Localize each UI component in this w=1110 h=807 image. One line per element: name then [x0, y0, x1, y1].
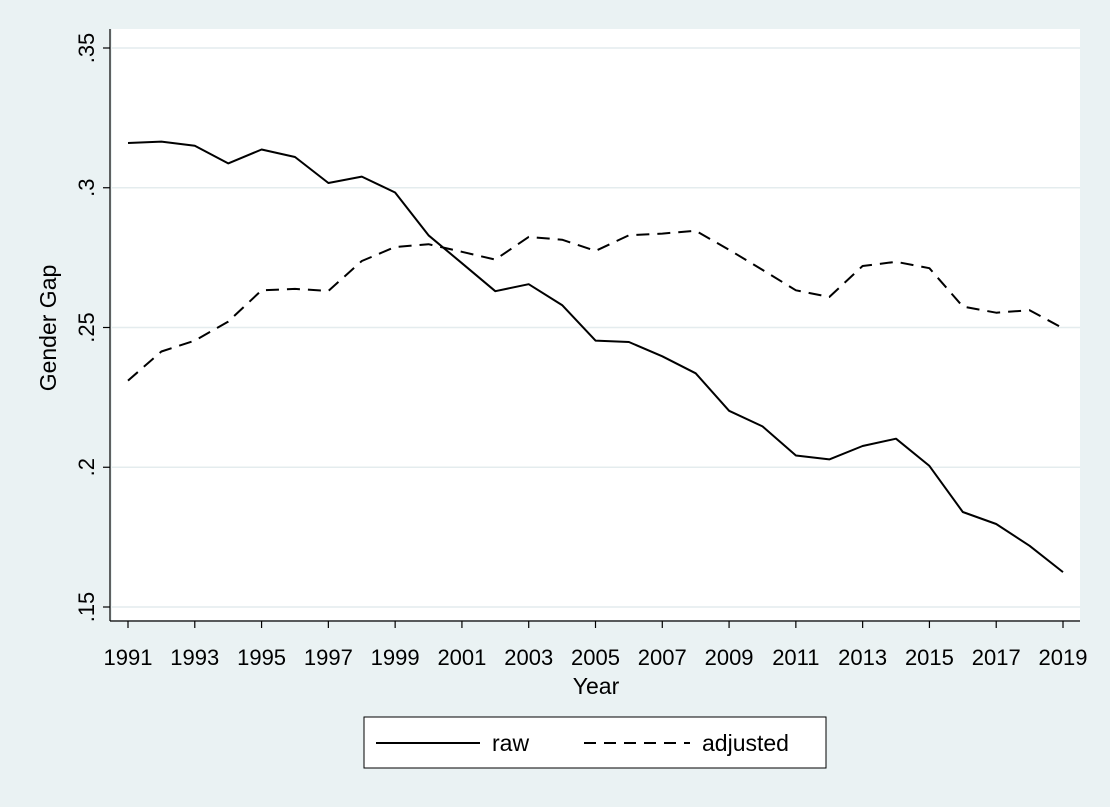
grid-lines [112, 47, 1080, 608]
legend-label-raw: raw [492, 730, 529, 756]
x-tick-label: 2015 [905, 645, 954, 670]
x-tick-label: 2011 [772, 645, 819, 670]
y-axis-title: Gender Gap [35, 265, 61, 392]
series-line-raw [127, 140, 1064, 573]
y-tick-label: .25 [74, 312, 99, 343]
x-tick-label: 1995 [237, 645, 286, 670]
y-tick-label: .15 [74, 592, 99, 623]
x-axis-title: Year [573, 673, 620, 699]
legend: raw adjusted [363, 716, 827, 769]
y-axis-ticks: .15 .2 .25 .3 .35 [74, 33, 110, 623]
y-tick-label: .2 [74, 458, 99, 476]
x-tick-label: 2019 [1039, 645, 1088, 670]
x-tick-label: 2005 [571, 645, 620, 670]
x-tick-label: 1993 [170, 645, 219, 670]
x-axis-ticks: 1991 1993 1995 1997 1999 2001 2003 2005 2007 2009… [104, 621, 1088, 670]
x-tick-label: 1991 [104, 645, 153, 670]
x-tick-label: 2001 [437, 645, 486, 670]
x-tick-label: 1997 [304, 645, 353, 670]
series-layer [127, 140, 1064, 573]
series-line-adjusted [127, 229, 1064, 382]
x-tick-label: 2007 [638, 645, 687, 670]
y-tick-label: .3 [74, 179, 99, 197]
y-tick-label: .35 [74, 33, 99, 64]
plot-area [112, 29, 1080, 620]
legend-label-adjusted: adjusted [702, 730, 789, 756]
x-tick-label: 2017 [972, 645, 1021, 670]
x-tick-label: 2003 [504, 645, 553, 670]
x-tick-label: 2013 [838, 645, 887, 670]
x-tick-label: 1999 [371, 645, 420, 670]
x-tick-label: 2009 [705, 645, 754, 670]
